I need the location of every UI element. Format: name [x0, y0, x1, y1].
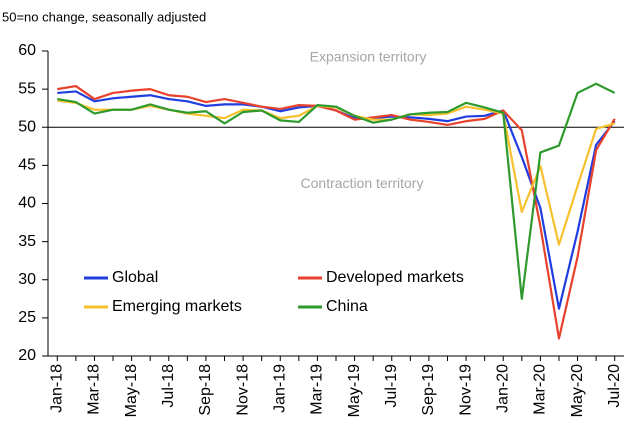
- x-tick-label: Sep-19: [420, 364, 437, 416]
- legend-label: Global: [112, 269, 158, 286]
- x-tick-label: Jul-20: [606, 364, 623, 408]
- legend-label: Emerging markets: [112, 298, 242, 315]
- annotation: Contraction territory: [301, 175, 424, 191]
- x-tick-label: May-19: [346, 364, 363, 417]
- x-tick-label: Jan-18: [49, 364, 66, 413]
- y-tick-label: 35: [18, 233, 36, 250]
- y-tick-label: 50: [18, 118, 36, 135]
- x-tick-label: Mar-18: [86, 364, 103, 415]
- y-tick-label: 30: [18, 271, 36, 288]
- series-line: [57, 84, 616, 340]
- x-tick-label: Mar-19: [309, 364, 326, 415]
- x-tick-label: Sep-18: [197, 364, 214, 416]
- legend-label: Developed markets: [326, 269, 464, 286]
- y-tick-label: 55: [18, 80, 36, 97]
- x-tick-label: Jan-19: [271, 364, 288, 413]
- x-tick-label: Mar-20: [532, 364, 549, 415]
- x-tick-label: Jul-18: [160, 364, 177, 408]
- x-tick-label: May-20: [569, 364, 586, 417]
- x-tick-label: Nov-18: [234, 364, 251, 416]
- x-tick-label: Jul-19: [383, 364, 400, 408]
- x-tick-label: Jan-20: [494, 364, 511, 413]
- x-tick-label: Nov-19: [457, 364, 474, 416]
- legend-label: China: [326, 298, 368, 315]
- x-tick-label: May-18: [123, 364, 140, 417]
- y-tick-label: 45: [18, 157, 36, 174]
- y-tick-label: 40: [18, 195, 36, 212]
- annotation: Expansion territory: [310, 49, 427, 65]
- series-line: [57, 82, 616, 300]
- y-tick-label: 20: [18, 347, 36, 364]
- y-tick-label: 25: [18, 309, 36, 326]
- chart-subtitle: 50=no change, seasonally adjusted: [2, 9, 206, 24]
- y-tick-label: 60: [18, 42, 36, 59]
